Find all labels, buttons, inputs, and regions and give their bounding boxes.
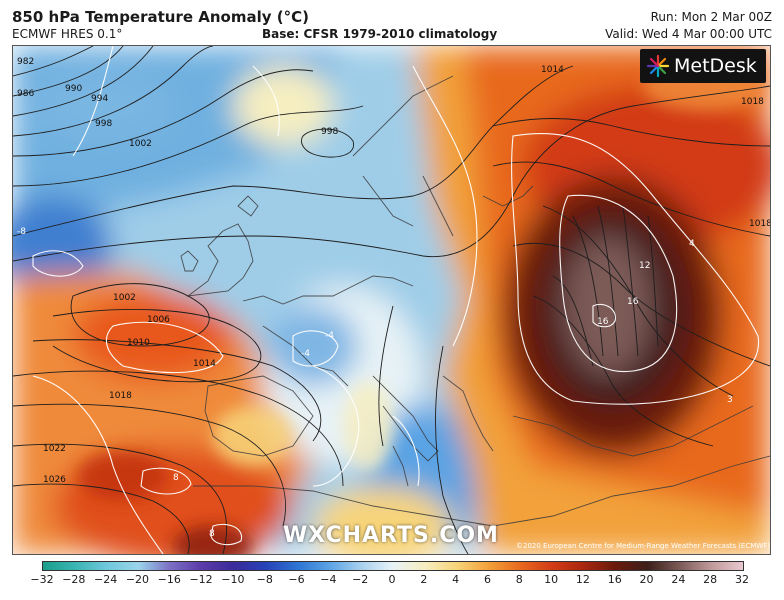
isobar-label: 1022 xyxy=(43,444,66,454)
colorbar-gradient xyxy=(42,561,744,571)
colorbar-tick-label: 32 xyxy=(735,573,749,586)
colorbar-tick-label: −20 xyxy=(125,573,150,586)
metdesk-logo: MetDesk xyxy=(640,49,766,83)
anomaly-label: 12 xyxy=(639,261,650,271)
colorbar-tick-label: 2 xyxy=(420,573,428,586)
colorbar-tick-label: 24 xyxy=(671,573,686,586)
copyright-notice: ©2020 European Centre for Medium-Range W… xyxy=(516,542,770,550)
map-title: 850 hPa Temperature Anomaly (°C) xyxy=(12,8,309,26)
colorbar-tick-label: −10 xyxy=(221,573,245,586)
model-name: ECMWF HRES 0.1° xyxy=(12,27,123,41)
colorbar-tick-label: −28 xyxy=(62,573,86,586)
isobar-label: 1006 xyxy=(147,315,170,325)
isobar-label: 1014 xyxy=(193,359,216,369)
anomaly-label: -8 xyxy=(17,227,26,237)
isobar-label: 998 xyxy=(321,127,338,137)
isobar-label: 1018 xyxy=(749,219,770,229)
colorbar-tick-label: 8 xyxy=(515,573,523,586)
isobar-label: 1002 xyxy=(113,293,136,303)
anomaly-label: 8 xyxy=(173,473,179,483)
colorbar: −32 −28 −24 −20 −16 −12 −10 −8 −6 −4 −2 0 2 4 6 8 10 12 16… xyxy=(24,559,762,599)
colorbar-tick-label: −32 xyxy=(30,573,54,586)
isobar-label: 994 xyxy=(91,94,108,104)
anomaly-contours xyxy=(32,46,760,554)
isobar-label: 982 xyxy=(17,57,34,67)
anomaly-label: 3 xyxy=(727,395,733,405)
isobar-label: 1010 xyxy=(127,338,150,348)
anomaly-label: 4 xyxy=(689,239,695,249)
isobar-label: 1026 xyxy=(43,475,66,485)
colorbar-tick-label: 20 xyxy=(639,573,654,586)
isobar-label: 1018 xyxy=(741,97,764,107)
anomaly-label: 16 xyxy=(597,317,609,327)
isobar-label: 1002 xyxy=(129,139,152,149)
contour-labels: 982 986 990 994 998 1002 998 1014 1018 1… xyxy=(17,57,770,539)
anomaly-label: -4 xyxy=(301,349,310,359)
colorbar-tick-label: −4 xyxy=(320,573,337,586)
isobars xyxy=(13,46,770,554)
colorbar-tick-label: 0 xyxy=(388,573,396,586)
colorbar-tick-label: 28 xyxy=(703,573,718,586)
isobar-label: 1018 xyxy=(109,391,132,401)
isobar-label: 986 xyxy=(17,89,34,99)
map-canvas xyxy=(13,46,770,554)
colorbar-tick-label: −8 xyxy=(256,573,273,586)
base-climatology: Base: CFSR 1979-2010 climatology xyxy=(262,27,498,41)
colorbar-tick-label: 4 xyxy=(452,573,460,586)
anomaly-label: -4 xyxy=(325,331,334,341)
colorbar-tick-label: 6 xyxy=(483,573,491,586)
isobar-label: 998 xyxy=(95,119,112,129)
colorbar-tick-label: 16 xyxy=(607,573,622,586)
run-time: Run: Mon 2 Mar 00Z xyxy=(650,10,772,24)
logo-text: MetDesk xyxy=(674,55,757,77)
colorbar-tick-label: −12 xyxy=(189,573,213,586)
colorbar-tick-label: −16 xyxy=(157,573,181,586)
anomaly-map: 982 986 990 994 998 1002 998 1014 1018 1… xyxy=(12,45,771,555)
anomaly-label: 16 xyxy=(627,297,639,307)
valid-time: Valid: Wed 4 Mar 00:00 UTC xyxy=(605,27,772,41)
colorbar-tick-label: 10 xyxy=(544,573,559,586)
colorbar-tick-label: −2 xyxy=(352,573,369,586)
colorbar-tick-label: −6 xyxy=(288,573,305,586)
isobar-label: 990 xyxy=(65,84,82,94)
header: 850 hPa Temperature Anomaly (°C) ECMWF H… xyxy=(0,0,784,46)
isobar-label: 1014 xyxy=(541,65,564,75)
colorbar-tick-label: −24 xyxy=(94,573,118,586)
colorbar-tick-label: 12 xyxy=(575,573,590,586)
anomaly-label: 8 xyxy=(209,529,215,539)
coastlines xyxy=(180,75,770,527)
watermark: WXCHARTS.COM xyxy=(283,523,499,548)
metdesk-starburst-icon xyxy=(646,54,670,78)
